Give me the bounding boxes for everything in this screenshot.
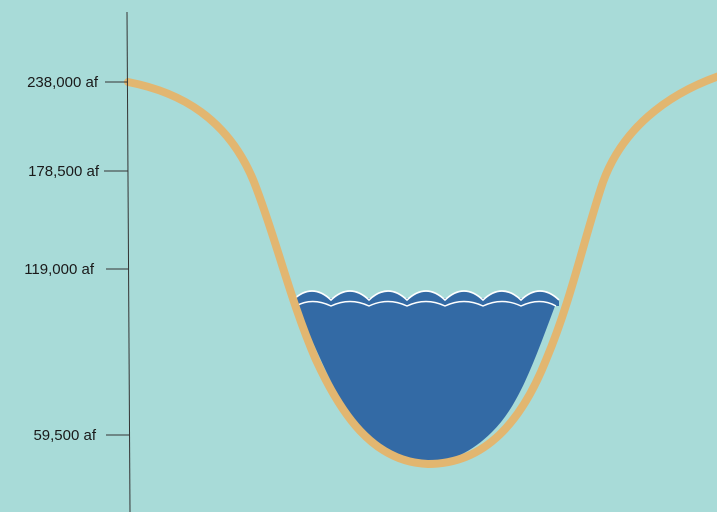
tick-label-178500: 178,500 af [28,163,100,180]
scale-tick-59500: 59,500 af [33,427,130,444]
tick-label-119000: 119,000 af [24,261,95,278]
water-surface-waves [292,290,560,307]
basin-outline [124,72,717,469]
scale-tick-178500: 178,500 af [28,163,128,180]
scale-tick-119000: 119,000 af [24,261,129,278]
reservoir-water [294,298,558,464]
scale-tick-238000: 238,000 af [27,74,128,91]
tick-label-238000: 238,000 af [27,74,99,91]
scale-axis [126,11,131,512]
tick-label-59500: 59,500 af [33,427,96,444]
